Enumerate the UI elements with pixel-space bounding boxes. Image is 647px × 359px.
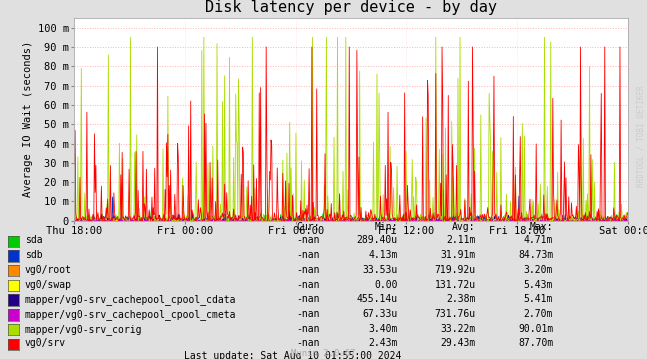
Text: 4.71m: 4.71m [524, 236, 553, 246]
Text: 2.38m: 2.38m [446, 294, 476, 304]
Text: Cur:: Cur: [297, 223, 320, 233]
Text: 67.33u: 67.33u [363, 309, 398, 319]
Text: -nan: -nan [297, 324, 320, 334]
Text: 4.13m: 4.13m [369, 250, 398, 260]
Text: 31.91m: 31.91m [441, 250, 476, 260]
Text: sdb: sdb [25, 250, 42, 260]
Text: 33.22m: 33.22m [441, 324, 476, 334]
Text: 2.11m: 2.11m [446, 236, 476, 246]
Text: mapper/vg0-srv_corig: mapper/vg0-srv_corig [25, 324, 142, 335]
Text: 2.43m: 2.43m [369, 339, 398, 349]
Text: -nan: -nan [297, 265, 320, 275]
Text: Max:: Max: [530, 223, 553, 233]
Y-axis label: Average IO Wait (seconds): Average IO Wait (seconds) [23, 41, 34, 197]
Text: -nan: -nan [297, 280, 320, 290]
Text: -nan: -nan [297, 309, 320, 319]
Text: 3.40m: 3.40m [369, 324, 398, 334]
Title: Disk latency per device - by day: Disk latency per device - by day [205, 0, 497, 15]
Text: 87.70m: 87.70m [518, 339, 553, 349]
Text: Min:: Min: [375, 223, 398, 233]
Text: 0.00: 0.00 [375, 280, 398, 290]
Text: Last update: Sat Aug 10 01:55:00 2024: Last update: Sat Aug 10 01:55:00 2024 [184, 351, 401, 359]
Text: Munin 2.0.67: Munin 2.0.67 [291, 349, 356, 358]
Text: 33.53u: 33.53u [363, 265, 398, 275]
Text: 84.73m: 84.73m [518, 250, 553, 260]
Text: 5.41m: 5.41m [524, 294, 553, 304]
Text: 2.70m: 2.70m [524, 309, 553, 319]
Text: 455.14u: 455.14u [356, 294, 398, 304]
Text: vg0/swap: vg0/swap [25, 280, 72, 290]
Text: RRDTOOL / TOBI OETIKER: RRDTOOL / TOBI OETIKER [637, 85, 646, 187]
Text: -nan: -nan [297, 339, 320, 349]
Text: -nan: -nan [297, 250, 320, 260]
Text: -nan: -nan [297, 294, 320, 304]
Text: vg0/srv: vg0/srv [25, 339, 66, 349]
Text: mapper/vg0-srv_cachepool_cpool_cmeta: mapper/vg0-srv_cachepool_cpool_cmeta [25, 309, 236, 320]
Text: 131.72u: 131.72u [434, 280, 476, 290]
Text: 3.20m: 3.20m [524, 265, 553, 275]
Text: -nan: -nan [297, 236, 320, 246]
Text: vg0/root: vg0/root [25, 265, 72, 275]
Text: Avg:: Avg: [452, 223, 476, 233]
Text: 5.43m: 5.43m [524, 280, 553, 290]
Text: 731.76u: 731.76u [434, 309, 476, 319]
Text: 90.01m: 90.01m [518, 324, 553, 334]
Text: mapper/vg0-srv_cachepool_cpool_cdata: mapper/vg0-srv_cachepool_cpool_cdata [25, 294, 236, 305]
Text: 29.43m: 29.43m [441, 339, 476, 349]
Text: 719.92u: 719.92u [434, 265, 476, 275]
Text: 289.40u: 289.40u [356, 236, 398, 246]
Text: sda: sda [25, 236, 42, 246]
